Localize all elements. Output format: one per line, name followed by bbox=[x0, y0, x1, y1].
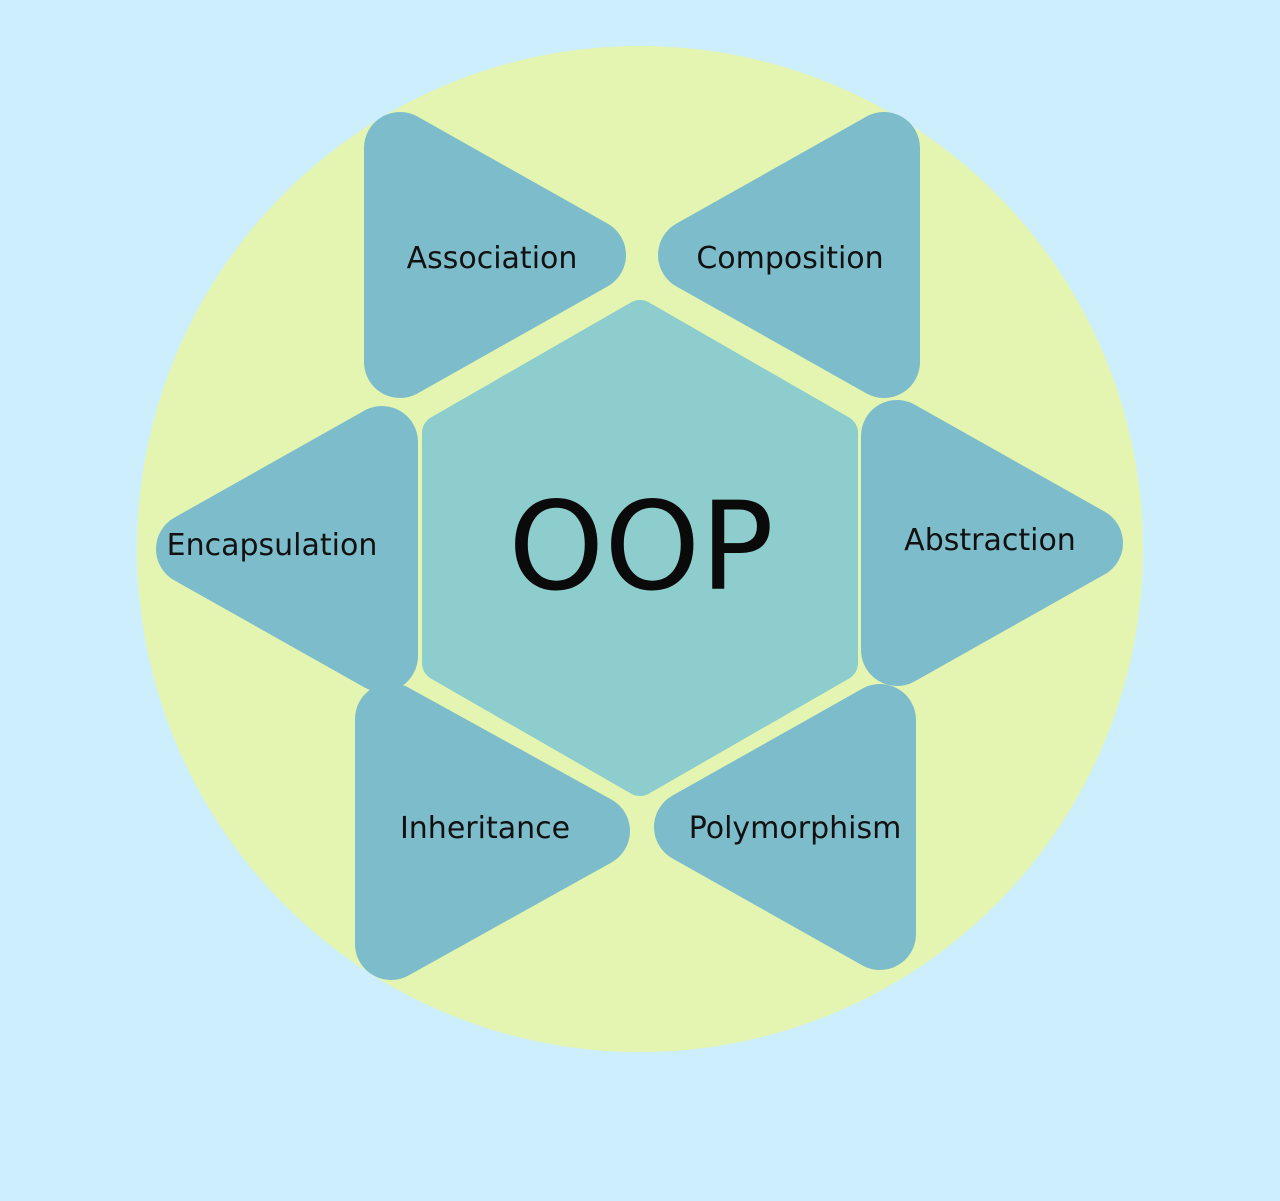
petal-composition: Composition bbox=[658, 112, 920, 398]
petal-polymorphism: Polymorphism bbox=[654, 684, 916, 970]
center-hexagon bbox=[422, 300, 858, 796]
petal-association: Association bbox=[364, 112, 626, 398]
petal-label-polymorphism: Polymorphism bbox=[689, 811, 902, 846]
petal-abstraction: Abstraction bbox=[861, 400, 1123, 686]
petal-label-association: Association bbox=[407, 241, 578, 276]
petal-label-abstraction: Abstraction bbox=[904, 523, 1076, 558]
petal-label-inheritance: Inheritance bbox=[400, 811, 570, 846]
petal-label-composition: Composition bbox=[696, 241, 883, 276]
petal-encapsulation: Encapsulation bbox=[156, 406, 418, 692]
petal-label-encapsulation: Encapsulation bbox=[167, 528, 378, 563]
center-title: OOP bbox=[508, 476, 774, 618]
petal-inheritance: Inheritance bbox=[355, 683, 630, 980]
